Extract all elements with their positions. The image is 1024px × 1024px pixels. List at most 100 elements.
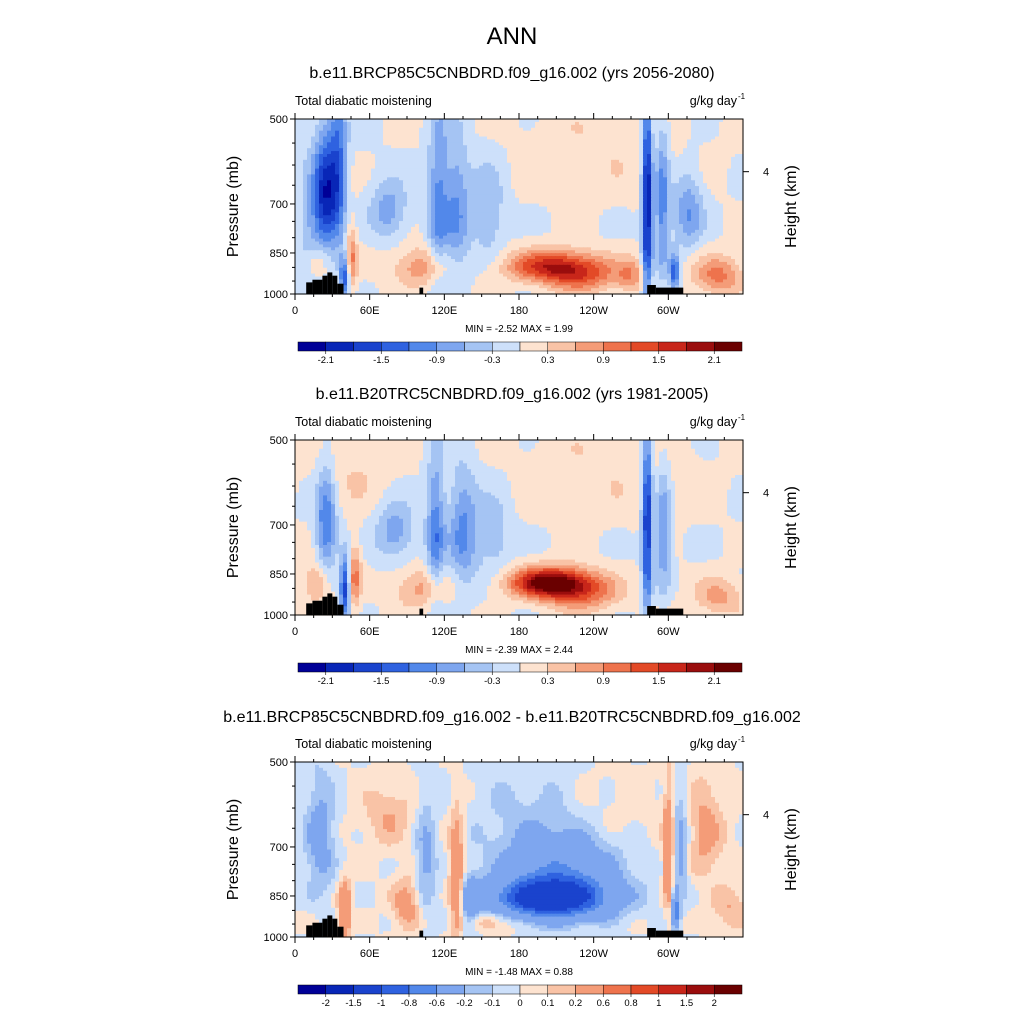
field-cell bbox=[295, 136, 300, 141]
field-cell bbox=[387, 124, 392, 129]
field-cell bbox=[663, 148, 668, 152]
field-cell bbox=[627, 139, 632, 143]
field-cell bbox=[443, 165, 448, 170]
field-cell bbox=[615, 136, 620, 141]
field-cell bbox=[635, 174, 640, 178]
field-cell bbox=[427, 133, 432, 138]
field-cell bbox=[671, 183, 676, 187]
field-cell bbox=[503, 136, 508, 141]
field-cell bbox=[463, 154, 468, 158]
field-cell bbox=[347, 186, 352, 190]
field-cell bbox=[423, 156, 428, 161]
field-cell bbox=[451, 127, 456, 132]
field-cell bbox=[523, 186, 528, 190]
field-cell bbox=[479, 121, 484, 126]
field-cell bbox=[439, 145, 444, 149]
field-cell bbox=[659, 180, 664, 184]
field-cell bbox=[507, 121, 512, 126]
field-cell bbox=[459, 151, 464, 155]
field-cell bbox=[323, 162, 328, 167]
field-cell bbox=[647, 162, 652, 167]
field-cell bbox=[707, 142, 712, 146]
field-cell bbox=[631, 180, 636, 184]
field-cell bbox=[375, 174, 380, 178]
field-cell bbox=[559, 156, 564, 161]
field-cell bbox=[435, 136, 440, 141]
field-cell bbox=[699, 162, 704, 167]
field-cell bbox=[715, 162, 720, 167]
field-cell bbox=[647, 191, 652, 196]
field-cell bbox=[299, 139, 304, 143]
field-cell bbox=[579, 177, 584, 181]
chart-panel-1: b.e11.BRCP85C5CNBDRD.f09_g16.002 (yrs 20… bbox=[225, 65, 800, 366]
field-cell bbox=[487, 151, 492, 155]
field-cell bbox=[371, 142, 376, 146]
field-cell bbox=[295, 121, 300, 126]
field-cell bbox=[619, 130, 624, 135]
field-cell bbox=[675, 168, 680, 173]
field-cell bbox=[435, 139, 440, 143]
field-cell bbox=[635, 162, 640, 167]
field-cell bbox=[699, 191, 704, 196]
field-cell bbox=[451, 124, 456, 129]
field-cell bbox=[471, 183, 476, 187]
field-cell bbox=[467, 186, 472, 190]
field-cell bbox=[599, 124, 604, 129]
field-cell bbox=[323, 148, 328, 152]
field-cell bbox=[567, 180, 572, 184]
field-cell bbox=[391, 127, 396, 132]
field-cell bbox=[555, 177, 560, 181]
field-cell bbox=[587, 186, 592, 190]
field-cell bbox=[719, 145, 724, 149]
field-cell bbox=[379, 194, 384, 199]
field-cell bbox=[443, 159, 448, 164]
field-cell bbox=[627, 148, 632, 152]
field-cell bbox=[611, 180, 616, 184]
field-cell bbox=[479, 191, 484, 196]
field-cell bbox=[307, 189, 312, 193]
field-cell bbox=[539, 145, 544, 149]
field-cell bbox=[571, 162, 576, 167]
field-cell bbox=[719, 171, 724, 176]
field-cell bbox=[339, 156, 344, 161]
field-cell bbox=[403, 151, 408, 155]
field-cell bbox=[663, 136, 668, 141]
field-cell bbox=[699, 139, 704, 143]
field-cell bbox=[675, 171, 680, 176]
field-cell bbox=[555, 156, 560, 161]
field-cell bbox=[739, 183, 744, 187]
field-cell bbox=[343, 139, 348, 143]
field-cell bbox=[311, 124, 316, 129]
field-cell bbox=[511, 133, 516, 138]
field-cell bbox=[499, 136, 504, 141]
field-cell bbox=[295, 174, 300, 178]
field-cell bbox=[499, 189, 504, 193]
field-cell bbox=[315, 142, 320, 146]
field-cell bbox=[327, 136, 332, 141]
field-cell bbox=[567, 183, 572, 187]
field-cell bbox=[427, 174, 432, 178]
field-cell bbox=[403, 148, 408, 152]
field-cell bbox=[691, 162, 696, 167]
field-cell bbox=[463, 127, 468, 132]
field-cell bbox=[355, 174, 360, 178]
field-cell bbox=[495, 168, 500, 173]
field-cell bbox=[367, 130, 372, 135]
field-cell bbox=[647, 148, 652, 152]
field-cell bbox=[367, 119, 372, 123]
field-cell bbox=[679, 148, 684, 152]
field-cell bbox=[639, 124, 644, 129]
field-cell bbox=[627, 121, 632, 126]
field-cell bbox=[639, 127, 644, 132]
field-cell bbox=[687, 145, 692, 149]
field-cell bbox=[647, 145, 652, 149]
field-cell bbox=[679, 177, 684, 181]
field-cell bbox=[591, 124, 596, 129]
field-cell bbox=[511, 151, 516, 155]
field-cell bbox=[423, 154, 428, 158]
field-cell bbox=[427, 127, 432, 132]
field-cell bbox=[695, 180, 700, 184]
field-cell bbox=[611, 154, 616, 158]
field-cell bbox=[675, 156, 680, 161]
field-cell bbox=[375, 142, 380, 146]
